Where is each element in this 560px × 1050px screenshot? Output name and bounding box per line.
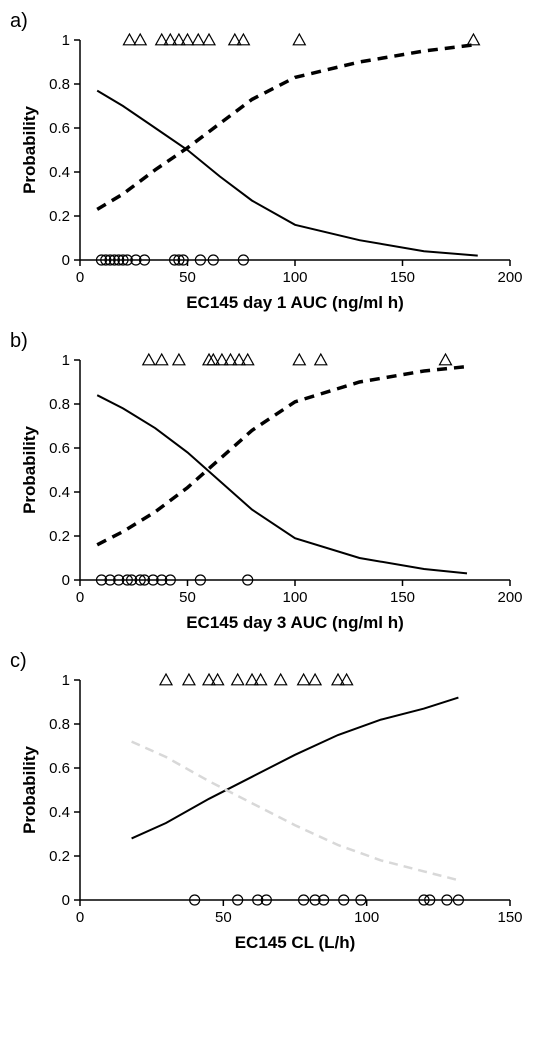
marker-triangle bbox=[164, 34, 176, 45]
x-axis-title: EC145 day 3 AUC (ng/ml h) bbox=[186, 613, 404, 632]
y-axis-title: Probability bbox=[20, 106, 39, 194]
x-tick-label: 100 bbox=[282, 269, 307, 286]
series-line-1 bbox=[97, 367, 467, 545]
y-tick-label: 1 bbox=[62, 32, 70, 49]
marker-triangle bbox=[156, 354, 168, 365]
marker-triangle bbox=[332, 674, 344, 685]
y-tick-label: 0.6 bbox=[49, 120, 70, 137]
marker-triangle bbox=[173, 34, 185, 45]
y-tick-label: 0.2 bbox=[49, 848, 70, 865]
panel-label-a: a) bbox=[10, 10, 28, 33]
x-tick-label: 100 bbox=[282, 589, 307, 606]
marker-triangle bbox=[134, 34, 146, 45]
marker-triangle bbox=[173, 354, 185, 365]
marker-triangle bbox=[225, 354, 237, 365]
x-tick-label: 200 bbox=[497, 269, 522, 286]
y-tick-label: 0.2 bbox=[49, 208, 70, 225]
x-tick-label: 150 bbox=[497, 909, 522, 926]
marker-triangle bbox=[233, 354, 245, 365]
chart-svg-b: 0 50 100 150 200 0 0.2 0.4 0.6 0.8 1 EC145 day 3 AU… bbox=[10, 330, 530, 640]
x-tick-label: 100 bbox=[354, 909, 379, 926]
y-tick-label: 0.8 bbox=[49, 76, 70, 93]
marker-triangle bbox=[315, 354, 327, 365]
marker-triangle bbox=[183, 674, 195, 685]
y-tick-label: 1 bbox=[62, 672, 70, 689]
x-axis-title: EC145 CL (L/h) bbox=[235, 933, 356, 952]
y-tick-label: 0.2 bbox=[49, 528, 70, 545]
y-tick-label: 0.8 bbox=[49, 716, 70, 733]
marker-triangle bbox=[182, 34, 194, 45]
y-tick-label: 0.4 bbox=[49, 484, 70, 501]
series-line-0 bbox=[97, 91, 478, 256]
marker-triangle bbox=[143, 354, 155, 365]
series-line-0 bbox=[132, 698, 459, 839]
chart-panel-c: c) 0 50 100 150 0 0.2 0.4 0.6 0.8 1 EC145 CL (L/h) P… bbox=[10, 650, 560, 960]
marker-triangle bbox=[192, 34, 204, 45]
marker-triangle bbox=[293, 34, 305, 45]
y-tick-label: 0.6 bbox=[49, 760, 70, 777]
y-tick-label: 0.8 bbox=[49, 396, 70, 413]
x-tick-label: 0 bbox=[76, 589, 84, 606]
x-tick-label: 200 bbox=[497, 589, 522, 606]
marker-triangle bbox=[246, 674, 258, 685]
x-tick-label: 50 bbox=[179, 269, 196, 286]
x-tick-label: 150 bbox=[390, 269, 415, 286]
marker-triangle bbox=[203, 34, 215, 45]
chart-panel-a: a) 0 50 100 150 200 0 0.2 0.4 0.6 0.8 1 EC145 day 1 … bbox=[10, 10, 560, 320]
y-axis-title: Probability bbox=[20, 746, 39, 834]
marker-triangle bbox=[207, 354, 219, 365]
marker-triangle bbox=[232, 674, 244, 685]
marker-triangle bbox=[275, 674, 287, 685]
y-tick-label: 0 bbox=[62, 572, 70, 589]
y-tick-label: 0.4 bbox=[49, 164, 70, 181]
x-tick-label: 0 bbox=[76, 269, 84, 286]
y-tick-label: 1 bbox=[62, 352, 70, 369]
marker-triangle bbox=[309, 674, 321, 685]
marker-triangle bbox=[237, 34, 249, 45]
chart-svg-c: 0 50 100 150 0 0.2 0.4 0.6 0.8 1 EC145 CL (L/h) Pro… bbox=[10, 650, 530, 960]
panel-label-c: c) bbox=[10, 650, 27, 673]
x-tick-label: 0 bbox=[76, 909, 84, 926]
marker-triangle bbox=[242, 354, 254, 365]
y-tick-label: 0 bbox=[62, 892, 70, 909]
x-tick-label: 50 bbox=[179, 589, 196, 606]
marker-triangle bbox=[212, 674, 224, 685]
x-axis-title: EC145 day 1 AUC (ng/ml h) bbox=[186, 293, 404, 312]
chart-svg-a: 0 50 100 150 200 0 0.2 0.4 0.6 0.8 1 EC145 day 1 AU… bbox=[10, 10, 530, 320]
y-tick-label: 0 bbox=[62, 252, 70, 269]
y-axis-title: Probability bbox=[20, 426, 39, 514]
marker-triangle bbox=[255, 674, 267, 685]
marker-triangle bbox=[156, 34, 168, 45]
marker-triangle bbox=[440, 354, 452, 365]
marker-triangle bbox=[123, 34, 135, 45]
y-tick-label: 0.6 bbox=[49, 440, 70, 457]
panel-label-b: b) bbox=[10, 330, 28, 353]
marker-triangle bbox=[293, 354, 305, 365]
marker-triangle bbox=[467, 34, 479, 45]
marker-triangle bbox=[341, 674, 353, 685]
series-line-0 bbox=[97, 395, 467, 573]
marker-triangle bbox=[216, 354, 228, 365]
marker-triangle bbox=[298, 674, 310, 685]
marker-triangle bbox=[229, 34, 241, 45]
chart-panel-b: b) 0 50 100 150 200 0 0.2 0.4 0.6 0.8 1 EC145 day 3 … bbox=[10, 330, 560, 640]
marker-triangle bbox=[160, 674, 172, 685]
y-tick-label: 0.4 bbox=[49, 804, 70, 821]
marker-triangle bbox=[203, 354, 215, 365]
x-tick-label: 150 bbox=[390, 589, 415, 606]
marker-triangle bbox=[203, 674, 215, 685]
x-tick-label: 50 bbox=[215, 909, 232, 926]
series-line-1 bbox=[132, 742, 459, 881]
